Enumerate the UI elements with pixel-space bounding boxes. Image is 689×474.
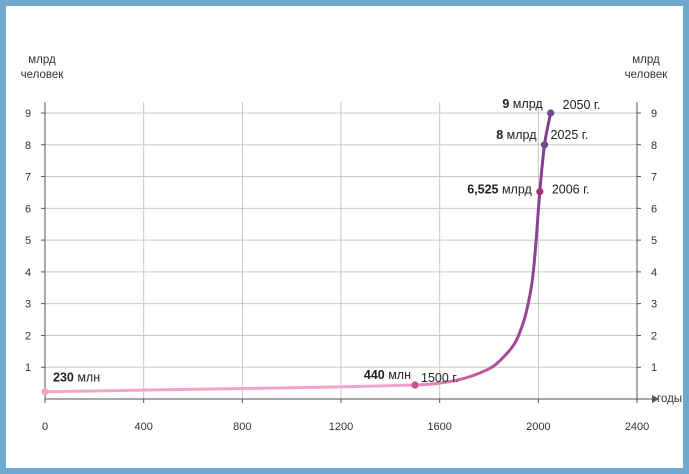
marker-2025 [540, 141, 549, 149]
annotation-number-2006: 6,525 [467, 183, 498, 197]
y-tick-label-right-1: 1 [651, 362, 657, 374]
population-line [43, 111, 553, 394]
marker-2050 [547, 109, 555, 117]
y-tick-label-right-6: 6 [651, 203, 657, 215]
annotation-year-2006: 2006 г. [552, 183, 590, 197]
annotations: 230 млн 440 млн 1500 г.6,525 млрд 2006 г.8 … [53, 97, 600, 385]
y-axis-title-left-1: млрд [28, 54, 56, 66]
marker-2006 [536, 188, 544, 196]
x-tick-label-2000: 2000 [526, 421, 550, 433]
annotation-year-2025: 2025 г. [551, 128, 589, 142]
x-tick-label-400: 400 [134, 421, 152, 433]
x-axis-title: годы [657, 393, 682, 405]
axes [41, 102, 659, 403]
x-tick-label-2400: 2400 [625, 421, 649, 433]
annotation-number-1500: 440 [364, 368, 385, 382]
x-axis-arrow [652, 395, 659, 403]
y-tick-label-left-8: 8 [25, 140, 31, 152]
axis-titles: млрд человек млрд человек годы [21, 54, 682, 405]
annotation-year-2050: 2050 г. [563, 98, 601, 112]
x-tick-label-800: 800 [233, 421, 251, 433]
annotation-unit-2025: млрд [503, 128, 537, 142]
annotation-value-2025: 8 млрд [496, 128, 537, 142]
y-tick-label-right-2: 2 [651, 330, 657, 342]
annotation-value-0: 230 млн [53, 371, 100, 385]
annotation-number-2050: 9 [502, 97, 509, 111]
annotation-year-1500: 1500 г. [421, 371, 459, 385]
marker-1500 [411, 381, 419, 389]
x-tick-label-1200: 1200 [329, 421, 353, 433]
y-tick-label-right-4: 4 [651, 267, 657, 279]
annotation-value-1500: 440 млн [364, 368, 411, 382]
y-tick-label-left-3: 3 [25, 299, 31, 311]
annotation-value-2006: 6,525 млрд [467, 183, 532, 197]
population-chart: 0 400 800 1200 1600 2000 2400 1 1 2 2 3 3 4 4 5 5 6 6 7 7 8 8 9… [21, 54, 682, 433]
grid [45, 102, 637, 399]
annotation-unit-2006: млрд [498, 183, 532, 197]
y-axis-title-right-2: человек [625, 69, 669, 81]
annotation-unit-2050: млрд [509, 97, 543, 111]
y-tick-label-right-9: 9 [651, 108, 657, 120]
y-tick-label-left-2: 2 [25, 330, 31, 342]
y-tick-label-right-8: 8 [651, 140, 657, 152]
chart-frame: 0 400 800 1200 1600 2000 2400 1 1 2 2 3 3 4 4 5 5 6 6 7 7 8 8 9… [6, 6, 683, 468]
y-axis-title-right-1: млрд [632, 54, 660, 66]
y-tick-label-right-5: 5 [651, 235, 657, 247]
tick-labels: 0 400 800 1200 1600 2000 2400 1 1 2 2 3 3 4 4 5 5 6 6 7 7 8 8 9… [25, 108, 657, 433]
annotation-value-2050: 9 млрд [502, 97, 543, 111]
y-tick-label-right-3: 3 [651, 299, 657, 311]
annotation-unit-1500: млн [385, 368, 411, 382]
x-tick-label-0: 0 [42, 421, 48, 433]
y-tick-label-left-5: 5 [25, 235, 31, 247]
marker-0 [41, 388, 49, 396]
y-tick-label-left-7: 7 [25, 172, 31, 184]
annotation-number-0: 230 [53, 371, 74, 385]
x-tick-label-1600: 1600 [427, 421, 451, 433]
y-tick-label-left-1: 1 [25, 362, 31, 374]
annotation-unit-0: млн [74, 371, 100, 385]
annotation-number-2025: 8 [496, 128, 503, 142]
y-tick-label-left-6: 6 [25, 203, 31, 215]
y-tick-label-left-4: 4 [25, 267, 31, 279]
data-markers [41, 109, 555, 396]
y-axis-title-left-2: человек [21, 69, 65, 81]
y-tick-label-right-7: 7 [651, 172, 657, 184]
y-tick-label-left-9: 9 [25, 108, 31, 120]
series-line [43, 111, 553, 394]
